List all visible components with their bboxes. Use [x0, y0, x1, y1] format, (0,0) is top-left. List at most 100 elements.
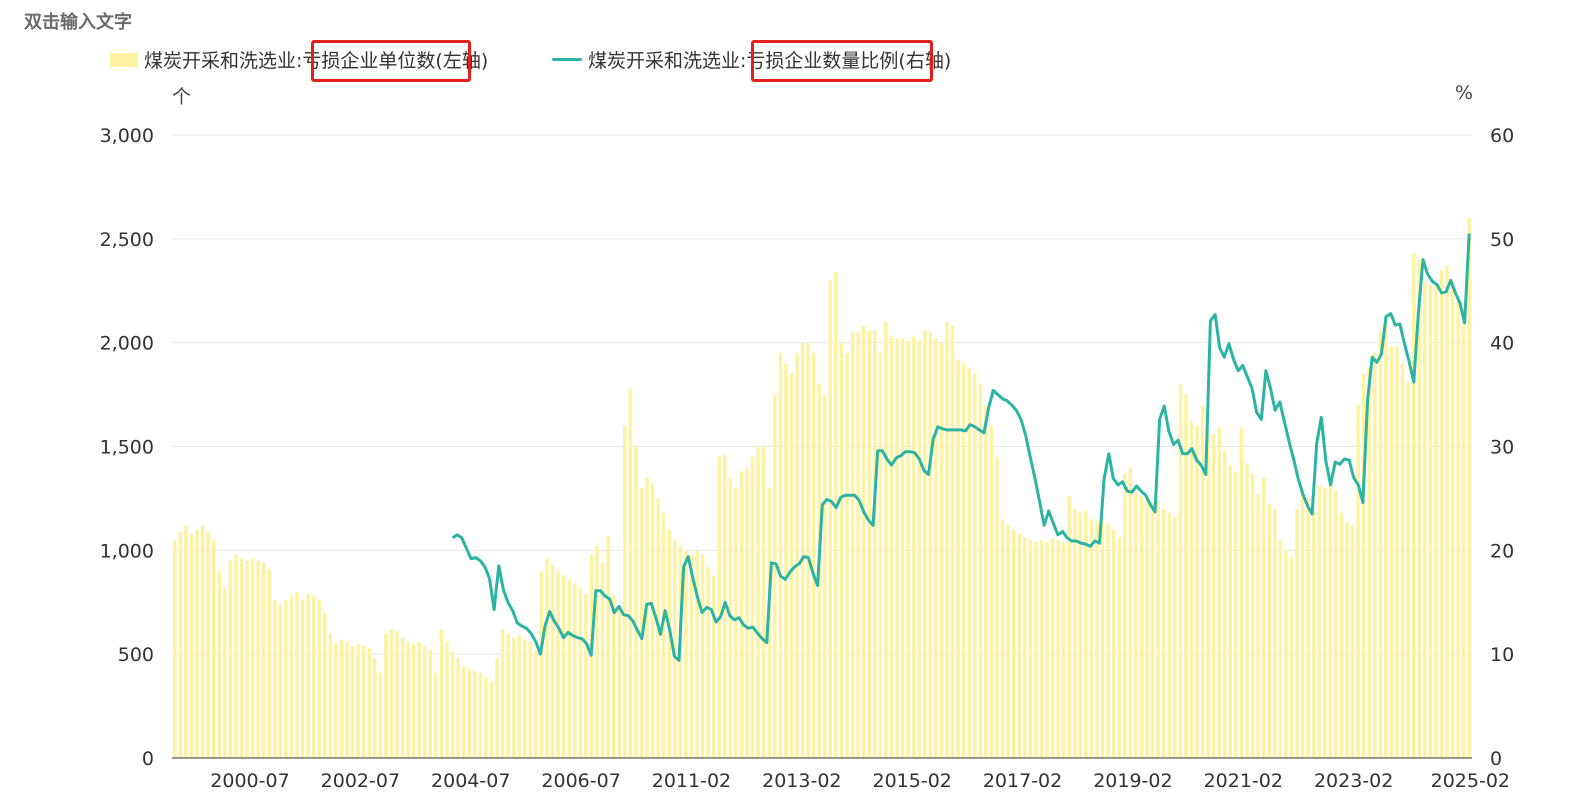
bar-mark [634, 446, 638, 758]
bar-mark [1106, 523, 1110, 758]
bar-mark [467, 668, 471, 758]
bar-mark [895, 338, 899, 758]
right-axis-tick-label: 60 [1490, 125, 1514, 147]
bar-mark [1339, 512, 1344, 758]
bar-mark [1345, 521, 1349, 758]
bar-mark [211, 539, 216, 758]
bar-mark [317, 600, 321, 758]
bar-mark [595, 546, 599, 758]
bar-mark [367, 647, 371, 758]
bar-mark [261, 562, 266, 758]
x-axis-tick-label: 2006-07 [541, 770, 620, 792]
bar-mark [1039, 539, 1044, 758]
bar-mark [1161, 508, 1166, 758]
left-axis-tick-label: 1,000 [100, 540, 154, 562]
bar-mark [978, 384, 983, 758]
bar-mark [356, 643, 360, 758]
bar-mark [795, 353, 799, 758]
bar-mark [1145, 498, 1149, 758]
bar-mark [1306, 498, 1310, 758]
bar-mark [1173, 517, 1177, 758]
bar-mark [428, 650, 433, 758]
bar-mark [756, 446, 760, 758]
line-series-swatch [552, 58, 582, 61]
bar-mark [1273, 508, 1277, 758]
bar-mark [1295, 508, 1299, 758]
bar-mark [650, 483, 655, 758]
bar-mark [1317, 485, 1321, 758]
bar-mark [1450, 280, 1455, 758]
bar-mark [528, 641, 533, 758]
bar-mark [1078, 512, 1083, 758]
bar-mark [761, 446, 766, 758]
bar-mark [839, 342, 844, 758]
bar-mark [1117, 537, 1121, 758]
bar-mark [506, 633, 510, 758]
legend-bar-label: 煤炭开采和洗选业:亏损企业单位数(左轴) [144, 50, 489, 72]
bar-mark [834, 272, 838, 758]
bar-mark [800, 342, 805, 758]
bar-mark [484, 677, 488, 758]
bar-mark [389, 629, 394, 758]
right-axis-tick-label: 20 [1490, 540, 1514, 562]
bar-mark [378, 672, 383, 758]
bar-mark [673, 539, 677, 758]
bar-mark [1111, 529, 1116, 758]
bar-mark [967, 367, 971, 758]
bar-mark [473, 670, 477, 758]
bar-mark [706, 566, 710, 758]
bar-mark [928, 332, 933, 758]
bar-mark [1006, 525, 1010, 758]
x-axis-tick-label: 2021-02 [1204, 770, 1283, 792]
bar-mark [489, 681, 494, 758]
bar-mark [1356, 404, 1360, 758]
bar-mark [1156, 500, 1160, 758]
bar-mark [1445, 265, 1449, 758]
bar-mark [873, 330, 877, 758]
bar-mark [311, 596, 316, 758]
bar-mark [495, 658, 499, 758]
bar-mark [234, 554, 238, 758]
legend-line-label: 煤炭开采和洗选业:亏损企业数量比例(右轴) [588, 50, 952, 72]
bar-mark [984, 404, 988, 758]
left-axis-tick-label: 2,000 [100, 333, 154, 355]
bar-mark [784, 363, 788, 758]
left-axis-tick-label: 500 [118, 644, 154, 666]
bar-mark [1100, 519, 1105, 758]
bar-mark [1367, 367, 1371, 758]
bar-mark [745, 467, 749, 758]
bar-mark [1311, 510, 1316, 758]
legend-item-bar-series[interactable]: 煤炭开采和洗选业:亏损企业单位数(左轴) [110, 46, 488, 73]
bar-mark [1017, 533, 1021, 758]
bar-mark [611, 596, 616, 758]
left-axis-tick-label: 1,500 [100, 437, 154, 459]
bar-mark [1384, 323, 1388, 758]
bar-mark [1350, 525, 1355, 758]
bar-mark [911, 336, 916, 758]
bar-mark [739, 471, 744, 758]
right-axis-unit: % [1455, 82, 1474, 104]
bar-mark [1067, 496, 1071, 758]
bar-mark [1200, 404, 1205, 758]
right-axis-tick-label: 10 [1490, 644, 1514, 666]
bar-mark [439, 629, 444, 758]
bar-mark [1150, 502, 1155, 758]
bar-mark [434, 672, 438, 758]
bar-mark [556, 571, 560, 758]
bar-mark [1323, 488, 1327, 758]
bar-mark [1328, 483, 1333, 758]
x-axis-tick-label: 2023-02 [1314, 770, 1393, 792]
bar-series-swatch [110, 52, 138, 67]
bar-mark [1056, 539, 1060, 758]
bar-mark [1395, 346, 1399, 758]
bar-mark [256, 560, 260, 758]
bar-mark [206, 531, 210, 758]
x-axis-tick-label: 2004-07 [431, 770, 510, 792]
bar-mark [617, 608, 621, 758]
bar-mark [395, 631, 399, 758]
bar-mark [295, 591, 299, 758]
bar-mark [1084, 510, 1088, 758]
legend-item-line-series[interactable]: 煤炭开采和洗选业:亏损企业数量比例(右轴) [552, 46, 951, 73]
bar-mark [639, 488, 644, 758]
